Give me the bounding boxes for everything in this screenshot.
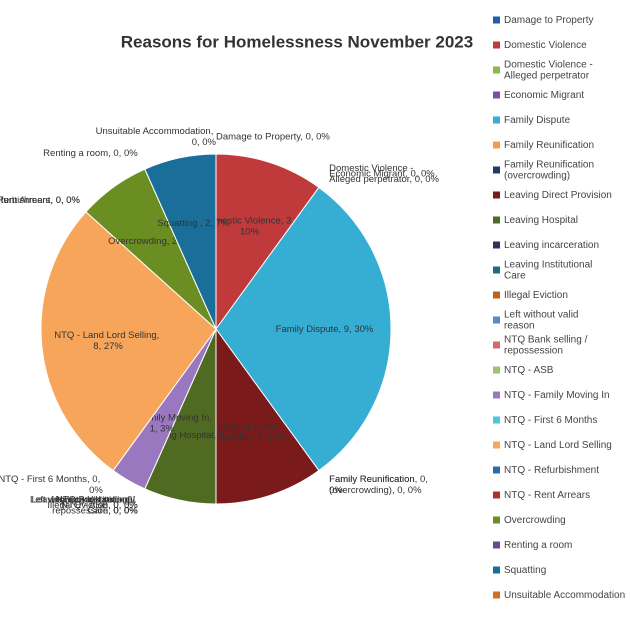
legend-label: NTQ - Family Moving In [504,390,610,401]
pie: Damage to Property, 0, 0% Domestic Violen… [0,126,440,516]
data-label: Leaving incarceration, 0, 0% [32,494,139,516]
data-label: Unsuitable Accommodation, 0, 0% [96,126,217,148]
legend-label: Family Reunification [504,140,594,151]
chart-title: Reasons for Homelessness November 2023 [121,32,473,51]
legend-label: NTQ - Refurbishment [504,465,599,476]
legend-swatch [493,216,500,224]
legend-swatch [493,391,500,399]
legend-label: Leaving incarceration [504,240,599,251]
legend-swatch [493,166,500,174]
legend-label: Leaving Direct Provision [504,190,612,201]
legend-label: NTQ Bank selling / repossession [504,334,590,356]
legend-swatch [493,566,500,574]
data-label: NTQ - Rent Arrears, 0, 0% [0,195,81,206]
data-label: NTQ Bank selling / repossession, 0, 0% [52,494,138,516]
legend-swatch [493,241,500,249]
data-label: Squatting , 2, 7% [157,217,230,228]
data-label: NTQ - ASB, 0, 0% [61,499,138,510]
legend-label: Left without valid reason [504,309,581,331]
legend-label: Family Dispute [504,115,571,126]
legend-swatch [493,116,500,124]
data-label: NTQ - First 6 Months, 0, 0% [0,474,103,496]
legend-label: Damage to Property [504,15,594,26]
legend-swatch [493,466,500,474]
legend-swatch [493,416,500,424]
legend-swatch [493,541,500,549]
legend-swatch [493,491,500,499]
legend-label: Leaving Hospital [504,215,578,226]
legend-label: NTQ - Land Lord Selling [504,440,612,451]
legend-label: Renting a room [504,540,572,551]
legend-label: Unsuitable Accommodation [504,590,625,601]
legend-label: NTQ - Rent Arrears [504,490,590,501]
data-label: Leaving Hospital, 2, 7% [144,430,244,441]
legend: Damage to Property Domestic Violence Domes… [493,15,625,601]
legend-swatch [493,141,500,149]
pie-slice [215,327,320,505]
data-label: NTQ - Family Moving In, 1, 3% [109,412,215,434]
legend-label: Squatting [504,565,546,576]
data-label: Damage to Property, 0, 0% [216,131,330,142]
legend-swatch [493,516,500,524]
legend-label: Illegal Eviction [504,290,568,301]
legend-label: Domestic Violence [504,40,587,51]
legend-label: Overcrowding [504,515,566,526]
legend-swatch [493,191,500,199]
legend-label: Domestic Violence - Alleged perpetrator [504,59,596,81]
data-label: NTQ - Land Lord Selling, 8, 27% [54,329,162,351]
data-label: Domestic Violence - Alleged perpetrator,… [329,162,439,184]
pie-slice [215,153,320,331]
legend-swatch [493,341,500,349]
data-label: Left without valid reason, 0, 0% [30,494,138,516]
legend-swatch [493,266,500,274]
legend-label: Family Reunification (overcrowding) [504,159,597,181]
data-label: Renting a room, 0, 0% [43,148,138,159]
data-label: Illegal Eviction, 0, 0% [47,499,138,510]
data-label: Economic Migrant, 0, 0% [329,168,435,179]
pie-slice [40,211,217,472]
data-label: Domestic Violence, 3, 10% [202,215,296,237]
legend-swatch [493,16,500,24]
legend-label: NTQ - First 6 Months [504,415,597,426]
legend-label: NTQ - ASB [504,365,554,376]
data-label: NTQ - Refurbishment, 0, 0% [0,195,81,206]
legend-swatch [493,441,500,449]
data-label: Leaving Institutional Care, 0, 0% [51,494,138,516]
legend-swatch [493,591,500,599]
data-label: Family Reunification, 0, 0% [329,474,430,496]
data-label: Family Reunification (overcrowding), 0, … [329,474,422,496]
data-label: Overcrowding, 2, 7% [108,236,197,247]
legend-swatch [493,316,500,324]
legend-swatch [493,66,500,74]
legend-label: Economic Migrant [504,90,584,101]
data-label: Leaving Direct Provision, 3, 10% [213,421,287,443]
legend-swatch [493,291,500,299]
pie-slice [215,186,392,472]
legend-swatch [493,41,500,49]
legend-swatch [493,91,500,99]
legend-swatch [493,366,500,374]
pie-slice [144,153,217,330]
data-label: Family Dispute, 9, 30% [276,324,374,335]
legend-label: Leaving Institutional Care [504,259,595,281]
